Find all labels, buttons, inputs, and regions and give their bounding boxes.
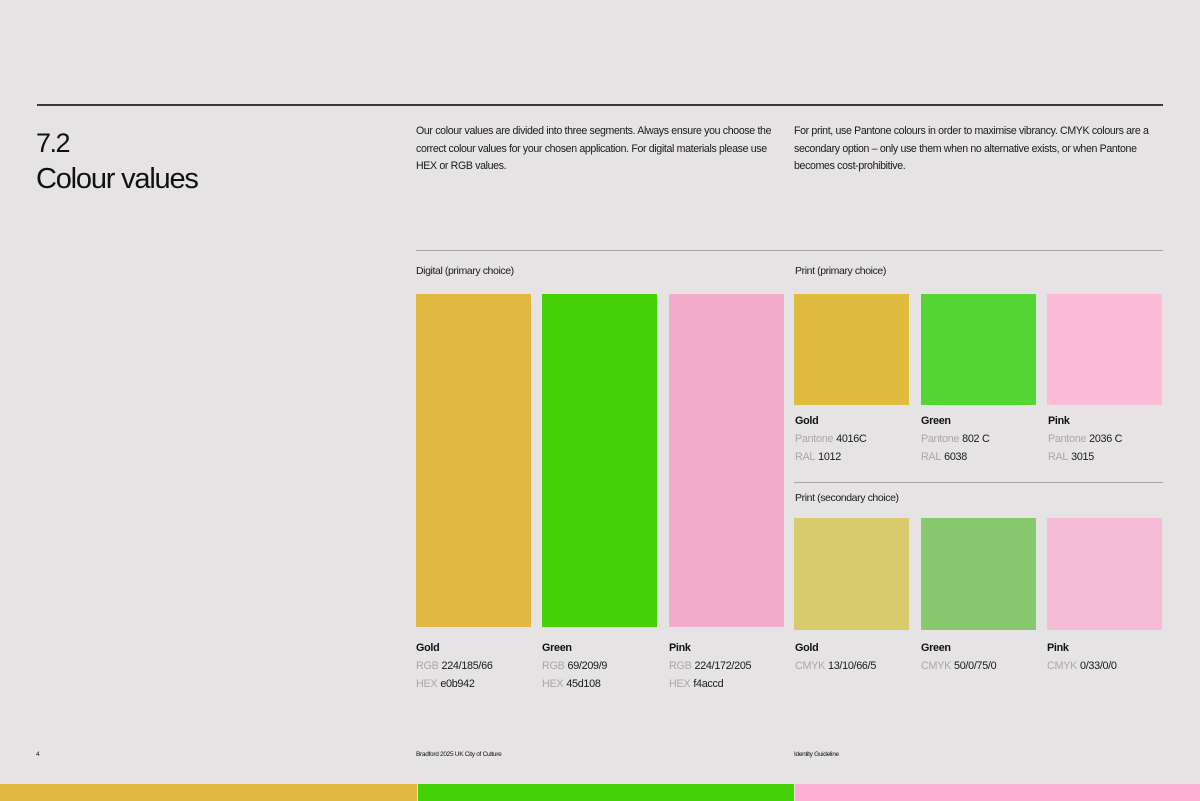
color-name: Gold bbox=[795, 415, 819, 427]
rgb-value: 224/185/66 bbox=[441, 660, 493, 672]
cmyk-label: CMYK bbox=[921, 660, 951, 672]
cmyk-value: 0/33/0/0 bbox=[1080, 660, 1117, 672]
bottom-bar-green bbox=[418, 784, 794, 801]
print-primary-gold-info: Gold Pantone 4016C RAL 1012 bbox=[795, 412, 913, 466]
print-secondary-green-swatch bbox=[921, 518, 1036, 630]
rgb-label: RGB bbox=[542, 660, 565, 672]
digital-green-info: Green RGB 69/209/9 HEX 45d108 bbox=[542, 639, 660, 693]
digital-gold-info: Gold RGB 224/185/66 HEX e0b942 bbox=[416, 639, 534, 693]
intro-digital-text: Our colour values are divided into three… bbox=[416, 125, 772, 173]
print-secondary-group-label: Print (secondary choice) bbox=[795, 492, 899, 504]
color-name: Gold bbox=[416, 642, 440, 654]
hex-label: HEX bbox=[669, 678, 691, 690]
section-divider bbox=[416, 250, 1163, 251]
bottom-bar-pink bbox=[795, 784, 1200, 801]
print-primary-group-label: Print (primary choice) bbox=[795, 265, 886, 277]
ral-label: RAL bbox=[921, 451, 942, 463]
cmyk-value: 50/0/75/0 bbox=[954, 660, 997, 672]
hex-value: 45d108 bbox=[566, 678, 601, 690]
print-primary-green-info: Green Pantone 802 C RAL 6038 bbox=[921, 412, 1039, 466]
ral-value: 6038 bbox=[944, 451, 967, 463]
color-name: Pink bbox=[1047, 642, 1069, 654]
rgb-label: RGB bbox=[669, 660, 692, 672]
ral-label: RAL bbox=[1048, 451, 1069, 463]
digital-gold-swatch bbox=[416, 294, 531, 627]
section-number: 7.2 bbox=[36, 128, 71, 158]
rgb-value: 69/209/9 bbox=[567, 660, 608, 672]
color-name: Pink bbox=[669, 642, 691, 654]
top-rule bbox=[37, 104, 1163, 106]
pantone-label: Pantone bbox=[795, 433, 834, 445]
print-primary-pink-info: Pink Pantone 2036 C RAL 3015 bbox=[1048, 412, 1166, 466]
digital-green-swatch bbox=[542, 294, 657, 627]
hex-value: f4accd bbox=[693, 678, 724, 690]
color-name: Green bbox=[921, 415, 951, 427]
ral-value: 1012 bbox=[818, 451, 841, 463]
pantone-value: 2036 C bbox=[1089, 433, 1123, 445]
pantone-label: Pantone bbox=[921, 433, 960, 445]
print-secondary-green-info: Green CMYK 50/0/75/0 bbox=[921, 639, 1039, 675]
color-name: Pink bbox=[1048, 415, 1070, 427]
bottom-bar-gold bbox=[0, 784, 417, 801]
cmyk-label: CMYK bbox=[1047, 660, 1077, 672]
digital-pink-swatch bbox=[669, 294, 784, 627]
ral-label: RAL bbox=[795, 451, 816, 463]
page-title: Colour values bbox=[36, 163, 199, 195]
digital-pink-info: Pink RGB 224/172/205 HEX f4accd bbox=[669, 639, 787, 693]
cmyk-label: CMYK bbox=[795, 660, 825, 672]
pantone-value: 4016C bbox=[836, 433, 867, 445]
hex-value: e0b942 bbox=[440, 678, 475, 690]
print-primary-green-swatch bbox=[921, 294, 1036, 405]
print-primary-gold-swatch bbox=[794, 294, 909, 405]
intro-print-text: For print, use Pantone colours in order … bbox=[794, 125, 1149, 173]
rgb-value: 224/172/205 bbox=[694, 660, 752, 672]
hex-label: HEX bbox=[542, 678, 564, 690]
print-secondary-gold-swatch bbox=[794, 518, 909, 630]
hex-label: HEX bbox=[416, 678, 438, 690]
color-name: Gold bbox=[795, 642, 819, 654]
print-secondary-gold-info: Gold CMYK 13/10/66/5 bbox=[795, 639, 913, 675]
print-secondary-pink-info: Pink CMYK 0/33/0/0 bbox=[1047, 639, 1165, 675]
pantone-value: 802 C bbox=[962, 433, 990, 445]
footer-document: Identity Guideline bbox=[794, 751, 839, 758]
digital-group-label: Digital (primary choice) bbox=[416, 265, 514, 277]
rgb-label: RGB bbox=[416, 660, 439, 672]
pantone-label: Pantone bbox=[1048, 433, 1087, 445]
print-primary-pink-swatch bbox=[1047, 294, 1162, 405]
print-divider bbox=[794, 482, 1163, 483]
footer-publication: Bradford 2025 UK City of Culture bbox=[416, 751, 502, 758]
cmyk-value: 13/10/66/5 bbox=[828, 660, 877, 672]
ral-value: 3015 bbox=[1071, 451, 1094, 463]
page-number: 4 bbox=[36, 751, 40, 758]
print-secondary-pink-swatch bbox=[1047, 518, 1162, 630]
color-name: Green bbox=[921, 642, 951, 654]
color-name: Green bbox=[542, 642, 572, 654]
